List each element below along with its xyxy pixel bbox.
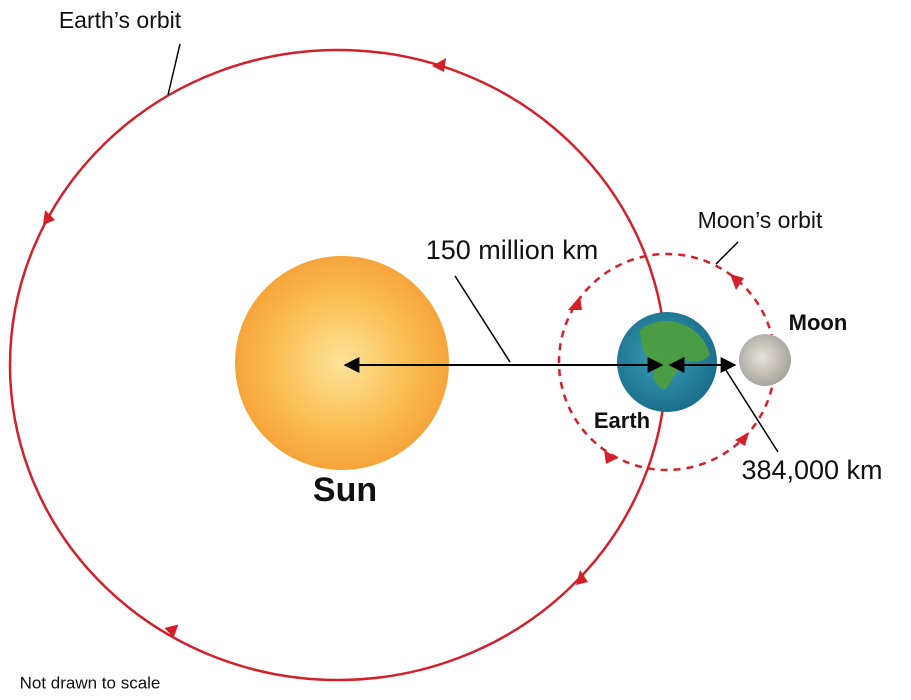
diagram: Earth’s orbit Moon’s orbit 150 million k… (0, 0, 911, 695)
sun (235, 256, 449, 470)
moon-orbit-label: Moon’s orbit (698, 207, 823, 233)
note: Not drawn to scale (20, 673, 161, 692)
distance-label: 384,000 km (741, 455, 882, 485)
moon (739, 334, 791, 386)
page: Earth’s orbit Moon’s orbit 150 million k… (0, 0, 911, 700)
distance-label: 150 million km (426, 235, 599, 265)
moon-label: Moon (789, 310, 848, 335)
earth-label: Earth (594, 408, 650, 433)
sun-label: Sun (313, 471, 377, 509)
earth-orbit-label: Earth’s orbit (59, 7, 182, 33)
